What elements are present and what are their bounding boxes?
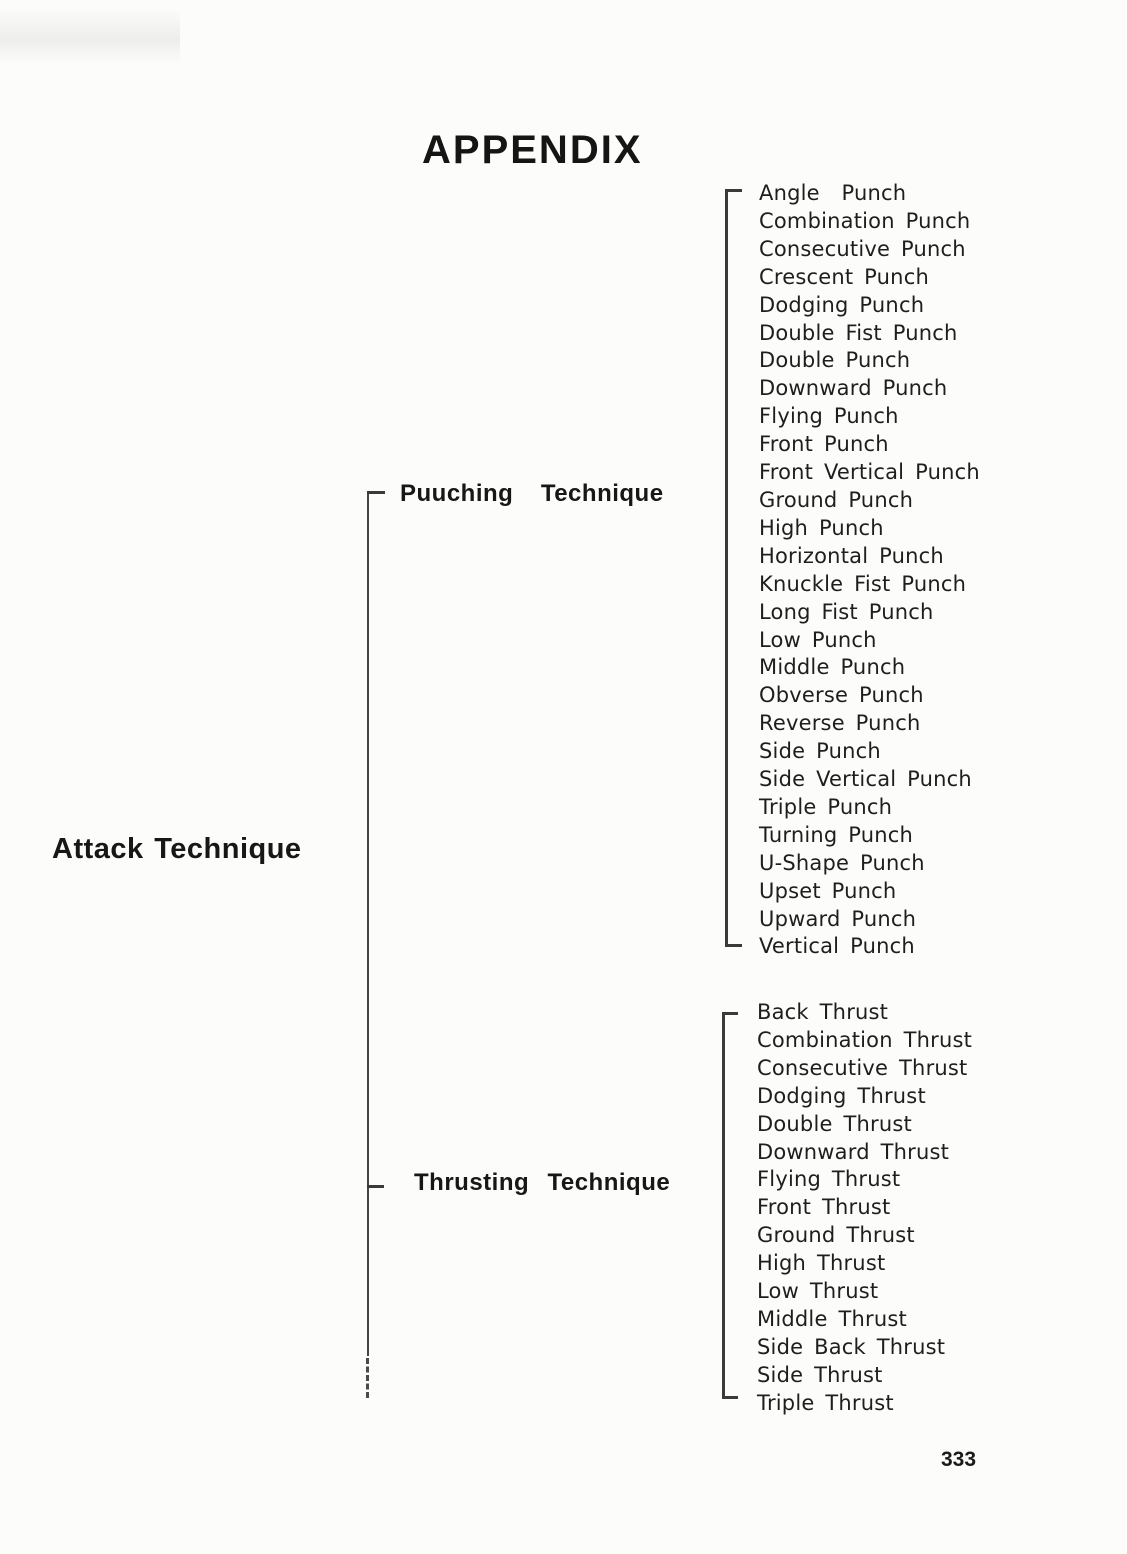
list-item: Side Punch: [759, 739, 881, 764]
thrust-bracket-bottom-arm: [722, 1396, 738, 1399]
list-item: Vertical Punch: [759, 934, 915, 959]
list-item: Ground Thrust: [757, 1223, 915, 1248]
list-item: Flying Thrust: [757, 1167, 901, 1192]
punch-bracket-line: [725, 189, 728, 947]
list-item: Low Punch: [759, 627, 877, 652]
list-item: Triple Thrust: [757, 1390, 894, 1415]
list-item: Ground Punch: [759, 487, 914, 512]
list-item: Side Thrust: [757, 1362, 883, 1387]
page-title: APPENDIX: [422, 128, 643, 172]
list-item: Consecutive Thrust: [757, 1055, 968, 1080]
list-item: Reverse Punch: [759, 711, 921, 736]
thrust-bracket-line: [722, 1012, 725, 1399]
list-item: Front Thrust: [757, 1195, 891, 1220]
list-item: Downward Punch: [759, 376, 948, 401]
list-item: U-Shape Punch: [759, 850, 925, 875]
tree-root-label: Attack Technique: [52, 833, 302, 865]
list-item: High Punch: [759, 515, 884, 540]
list-item: Horizontal Punch: [759, 543, 944, 568]
list-item: Turning Punch: [759, 822, 914, 847]
list-item: Double Thrust: [757, 1111, 912, 1136]
list-item: Front Vertical Punch: [759, 460, 980, 485]
list-item: Combination Thrust: [757, 1027, 973, 1052]
branch-tick-punching: [367, 491, 385, 494]
list-item: Upward Punch: [759, 906, 917, 931]
punch-list: Angle Punch Combination Punch Consecutive …: [759, 180, 980, 961]
branch-tick-thrusting: [367, 1185, 384, 1188]
list-item: Double Punch: [759, 348, 911, 373]
tree-trunk-line: [367, 492, 369, 1356]
list-item: Triple Punch: [759, 794, 893, 819]
list-item: Dodging Thrust: [757, 1083, 926, 1108]
list-item: Middle Thrust: [757, 1306, 907, 1331]
list-item: Consecutive Punch: [759, 236, 966, 261]
list-item: Double Fist Punch: [759, 320, 958, 345]
list-item: Front Punch: [759, 432, 889, 457]
branch-label-thrusting: Thrusting Technique: [414, 1169, 671, 1196]
list-item: Downward Thrust: [757, 1139, 950, 1164]
thrust-bracket-top-arm: [722, 1012, 738, 1015]
list-item: Dodging Punch: [759, 292, 925, 317]
list-item: Side Vertical Punch: [759, 767, 972, 792]
tree-trunk-dashed-continuation: [366, 1358, 369, 1398]
list-item: Back Thrust: [757, 1000, 889, 1024]
list-item: Knuckle Fist Punch: [759, 571, 967, 596]
list-item: Middle Punch: [759, 655, 906, 680]
scan-artifact: [0, 8, 180, 78]
list-item: Upset Punch: [759, 878, 897, 903]
list-item: Obverse Punch: [759, 683, 924, 708]
list-item: Combination Punch: [759, 208, 971, 233]
branch-label-punching: Puuching Technique: [400, 480, 664, 507]
list-item: Crescent Punch: [759, 264, 929, 289]
list-item: Angle Punch: [759, 181, 907, 205]
punch-bracket-bottom-arm: [725, 944, 742, 947]
list-item: Low Thrust: [757, 1279, 879, 1304]
list-item: Flying Punch: [759, 404, 899, 429]
list-item: Side Back Thrust: [757, 1334, 946, 1359]
list-item: Long Fist Punch: [759, 599, 934, 624]
page-number: 333: [941, 1448, 977, 1471]
thrust-list: Back Thrust Combination Thrust Consecutive…: [757, 999, 972, 1418]
punch-bracket-top-arm: [725, 189, 742, 192]
list-item: High Thrust: [757, 1251, 886, 1276]
